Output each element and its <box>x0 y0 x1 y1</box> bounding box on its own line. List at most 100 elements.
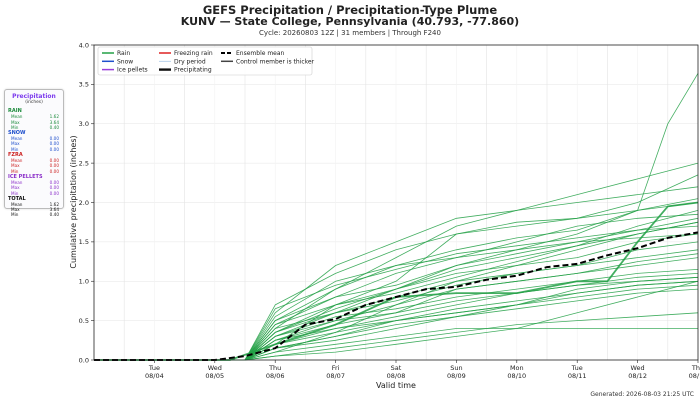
stat-label: Mean <box>11 201 23 207</box>
stat-value: 0.40 <box>49 124 59 130</box>
stat-label: Max <box>11 119 20 125</box>
legend-label: Control member is thicker <box>236 58 315 65</box>
cycle-info: Cycle: 20260803 12Z | 31 members | Throu… <box>259 29 441 37</box>
x-tick-day: Thu <box>691 364 700 372</box>
y-tick-label: 1.0 <box>79 278 89 286</box>
stat-label: Max <box>11 141 20 147</box>
stat-value: 0.00 <box>49 163 59 169</box>
stat-value: 3.64 <box>49 207 59 213</box>
stat-label: Max <box>11 163 20 169</box>
y-axis-ticks: 0.0 0.5 1.0 1.5 2.0 2.5 3.0 3.5 4.0 <box>79 41 94 364</box>
summary-stat-row: Mean 1.62 <box>5 202 63 207</box>
member-line <box>94 221 699 361</box>
stat-label: Min <box>11 212 19 218</box>
member-line <box>94 198 699 361</box>
summary-stat-row: Max 0.00 <box>5 185 63 190</box>
generated-timestamp: Generated: 2026-08-03 21:25 UTC <box>590 391 694 398</box>
summary-category: RAIN <box>8 108 22 115</box>
stat-label: Mean <box>11 114 23 120</box>
summary-subheading: (inches) <box>25 100 43 105</box>
summary-body: RAIN Mean 1.62 Max 3.64 Min 0.40 SNOW Mean 0.00 Ma… <box>5 108 63 217</box>
x-tick-day: Sat <box>391 364 402 372</box>
member-line <box>94 253 699 361</box>
summary-stat-row: Min 0.40 <box>5 212 63 217</box>
x-axis-ticks: Tue08/04Wed08/05Thu08/06Fri08/07Sat08/08… <box>145 360 700 380</box>
member-line <box>94 225 699 361</box>
x-tick-day: Mon <box>510 364 524 372</box>
legend-box <box>97 46 313 76</box>
x-tick-day: Thu <box>268 364 281 372</box>
x-tick-day: Fri <box>332 364 340 372</box>
member-line <box>94 276 699 361</box>
legend-label: Dry period <box>174 58 206 65</box>
summary-stat-row: Min 0.00 <box>5 191 63 196</box>
stat-label: Min <box>11 124 19 130</box>
summary-stat-row: Mean 0.00 <box>5 136 63 141</box>
x-tick-day: Tue <box>148 364 160 372</box>
x-tick-date: 08/10 <box>507 372 526 380</box>
stat-value: 0.00 <box>49 179 59 185</box>
stat-label: Min <box>11 190 19 196</box>
stat-value: 1.62 <box>49 114 59 120</box>
stat-label: Mean <box>11 158 23 164</box>
x-tick-date: 08/12 <box>628 372 647 380</box>
summary-category: ICE PELLETS <box>8 173 43 180</box>
stat-value: 0.00 <box>49 146 59 152</box>
stat-value: 0.00 <box>49 136 59 142</box>
x-tick-date: 08/05 <box>205 372 224 380</box>
summary-category: SNOW <box>8 130 26 137</box>
stat-label: Max <box>11 185 20 191</box>
summary-stat-row: Max 0.00 <box>5 163 63 168</box>
y-tick-label: 0.5 <box>79 317 89 325</box>
x-axis-label: Valid time <box>376 381 416 390</box>
legend-label: Precipitating <box>174 67 212 74</box>
summary-stat-row: Max 3.64 <box>5 207 63 212</box>
stat-value: 0.00 <box>49 168 59 174</box>
y-tick-label: 2.5 <box>79 159 89 167</box>
x-tick-day: Wed <box>208 364 222 372</box>
y-tick-label: 3.0 <box>79 120 89 128</box>
x-tick-date: 08/08 <box>387 372 406 380</box>
stat-value: 1.62 <box>49 201 59 207</box>
x-tick-date: 08/11 <box>568 372 587 380</box>
stat-label: Min <box>11 168 19 174</box>
summary-stat-row: Mean 0.00 <box>5 180 63 185</box>
member-line <box>94 210 699 361</box>
summary-stat-row: Mean 1.62 <box>5 114 63 119</box>
y-tick-label: 4.0 <box>79 41 89 49</box>
legend-label: Freezing rain <box>174 50 213 57</box>
chart-subtitle: KUNV — State College, Pennsylvania (40.7… <box>180 15 520 28</box>
summary-stat-row: Min 0.00 <box>5 147 63 152</box>
x-tick-date: 08/06 <box>266 372 285 380</box>
member-line <box>94 186 699 361</box>
legend: Rain Freezing rain Ensemble mean Snow Dry pe… <box>97 46 315 76</box>
y-tick-label: 3.5 <box>79 81 89 89</box>
legend-label: Ice pellets <box>117 67 148 74</box>
member-line <box>94 202 699 361</box>
series-layer <box>94 73 699 361</box>
y-tick-label: 1.5 <box>79 238 89 246</box>
legend-label: Snow <box>117 58 133 65</box>
y-axis-label: Cumulative precipitation (inches) <box>69 135 78 268</box>
y-tick-label: 2.0 <box>79 199 89 207</box>
x-tick-day: Sun <box>450 364 462 372</box>
member-line <box>94 312 699 361</box>
summary-stat-row: Min 0.00 <box>5 169 63 174</box>
stat-value: 0.00 <box>49 158 59 164</box>
ensemble-mean-line <box>94 231 699 361</box>
stat-label: Max <box>11 207 20 213</box>
summary-stat-row: Min 0.40 <box>5 125 63 130</box>
summary-stat-row: Max 3.64 <box>5 120 63 125</box>
precip-summary-panel: Precipitation (inches) RAIN Mean 1.62 Max 3.… <box>4 89 64 217</box>
x-tick-date: 08/04 <box>145 372 164 380</box>
stat-label: Min <box>11 146 19 152</box>
x-tick-date: 08/07 <box>326 372 345 380</box>
x-tick-day: Wed <box>631 364 645 372</box>
stat-label: Mean <box>11 179 23 185</box>
stat-value: 0.00 <box>49 141 59 147</box>
y-tick-label: 0.0 <box>79 356 89 364</box>
x-tick-date: 08/09 <box>447 372 466 380</box>
stat-label: Mean <box>11 136 23 142</box>
chart-title: GEFS Precipitation / Precipitation-Type … <box>202 3 498 17</box>
